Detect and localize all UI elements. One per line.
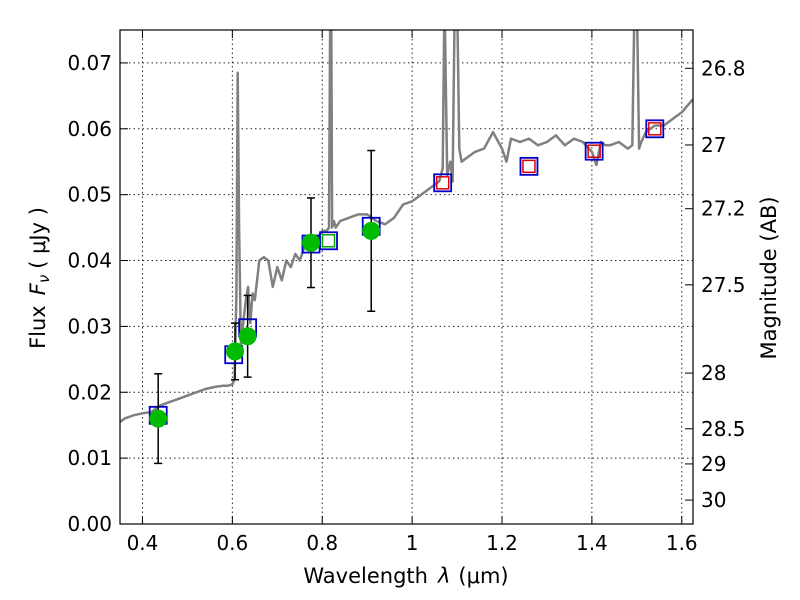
x-tick-label: 0.6 — [216, 531, 248, 555]
y-tick-label: 0.06 — [67, 117, 112, 141]
synthetic-flux-square — [645, 119, 665, 139]
mag-tick-label: 29 — [701, 452, 726, 476]
synthetic-flux-square — [584, 141, 604, 161]
x-axis-title-symbol: λ — [437, 564, 450, 588]
y-tick-label: 0.02 — [67, 380, 112, 404]
model-flux-square — [321, 234, 336, 248]
x-tick-label: 0.8 — [306, 531, 338, 555]
y2-axis-title: Magnitude (AB) — [757, 196, 781, 359]
x-axis-title-unit: (μm) — [458, 564, 508, 588]
model-spectrum-line — [120, 30, 693, 423]
grid — [120, 30, 693, 524]
x-tick-label: 1.6 — [666, 531, 698, 555]
mag-tick-label: 27 — [701, 133, 726, 157]
observed-flux-point — [226, 342, 245, 361]
y-axis-title-unit: ( μJy ) — [26, 207, 50, 269]
y-tick-label: 0.03 — [67, 314, 112, 338]
y-tick-label: 0.04 — [67, 249, 112, 273]
x-tick-label: 0.4 — [127, 531, 159, 555]
model-flux-square — [435, 176, 450, 190]
mag-tick-label: 30 — [701, 488, 726, 512]
x-tick-label: 1.4 — [576, 531, 608, 555]
model-flux-square — [648, 122, 662, 136]
observed-flux-point — [302, 233, 320, 252]
mag-tick-label: 28 — [701, 361, 726, 385]
x-tick-label: 1.2 — [486, 531, 518, 555]
y-tick-label: 0.01 — [67, 446, 112, 470]
y-axis-title-symbol: F — [26, 282, 50, 295]
synthetic-flux-square — [319, 231, 338, 251]
mag-tick-label: 27.2 — [701, 197, 746, 221]
mag-tick-label: 26.8 — [701, 56, 746, 80]
model-flux-square — [587, 144, 601, 158]
y-tick-label: 0.05 — [67, 183, 112, 207]
axes-frame — [119, 29, 694, 525]
y-tick-label: 0.07 — [67, 51, 112, 75]
x-tick-label: 1 — [406, 531, 419, 555]
model-flux-square — [522, 159, 536, 174]
x-axis-title: Wavelength λ (μm) — [303, 564, 508, 588]
y-axis-title: Flux Fν ( μJy ) — [26, 207, 53, 349]
synthetic-flux-square — [519, 156, 539, 176]
y-axis-title-subscript: ν — [35, 275, 53, 283]
observed-flux-point — [362, 221, 381, 240]
x-axis-title-text: Wavelength — [303, 564, 428, 588]
observed-flux-point — [238, 327, 257, 346]
y-tick-label: 0.00 — [67, 512, 112, 536]
observed-flux-point — [149, 409, 168, 428]
y-axis-title-text: Flux — [26, 305, 50, 349]
synthetic-flux-square — [433, 173, 453, 193]
ticks: 0.4 0.6 0.8 1 1.2 1.4 1.6 0.00 0.01 0.02 0.03 0.04 0… — [67, 30, 746, 555]
mag-tick-label: 28.5 — [701, 417, 746, 441]
mag-tick-label: 27.5 — [701, 273, 746, 297]
plot-area — [120, 30, 693, 465]
